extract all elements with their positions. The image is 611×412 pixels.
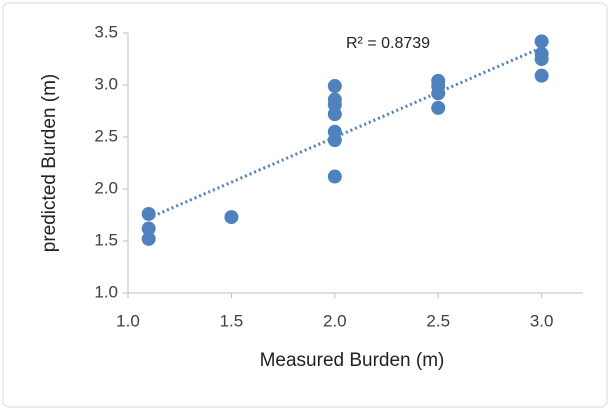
x-tick-label: 2.0 bbox=[323, 311, 347, 330]
r-squared: R² = 0.8739 bbox=[346, 35, 430, 52]
point bbox=[327, 133, 342, 148]
point bbox=[534, 34, 549, 49]
y-tick-label: 1.5 bbox=[94, 230, 118, 249]
point bbox=[327, 107, 342, 122]
x-axis-title: Measured Burden (m) bbox=[260, 350, 445, 371]
point bbox=[431, 86, 446, 101]
y-tick-label: 3.0 bbox=[94, 74, 118, 93]
y-tick-label: 1.0 bbox=[94, 282, 118, 301]
y-tick-label: 2.0 bbox=[94, 178, 118, 197]
y-tick-label: 3.5 bbox=[94, 22, 118, 41]
point bbox=[534, 52, 549, 66]
y-tick-label: 2.5 bbox=[94, 126, 118, 145]
point bbox=[327, 79, 342, 94]
point bbox=[327, 169, 342, 184]
chart-frame bbox=[2, 2, 608, 408]
x-tick-label: 3.0 bbox=[530, 311, 554, 330]
y-axis-title: predicted Burden (m) bbox=[39, 74, 60, 252]
x-tick-label: 2.5 bbox=[426, 311, 450, 330]
trendline bbox=[148, 46, 543, 220]
point bbox=[224, 210, 239, 225]
point bbox=[141, 221, 156, 236]
point bbox=[141, 231, 156, 246]
point bbox=[431, 100, 446, 115]
x-tick-label: 1.5 bbox=[220, 311, 244, 330]
point bbox=[534, 68, 549, 83]
x-tick-label: 1.0 bbox=[116, 311, 140, 330]
point bbox=[141, 206, 156, 221]
